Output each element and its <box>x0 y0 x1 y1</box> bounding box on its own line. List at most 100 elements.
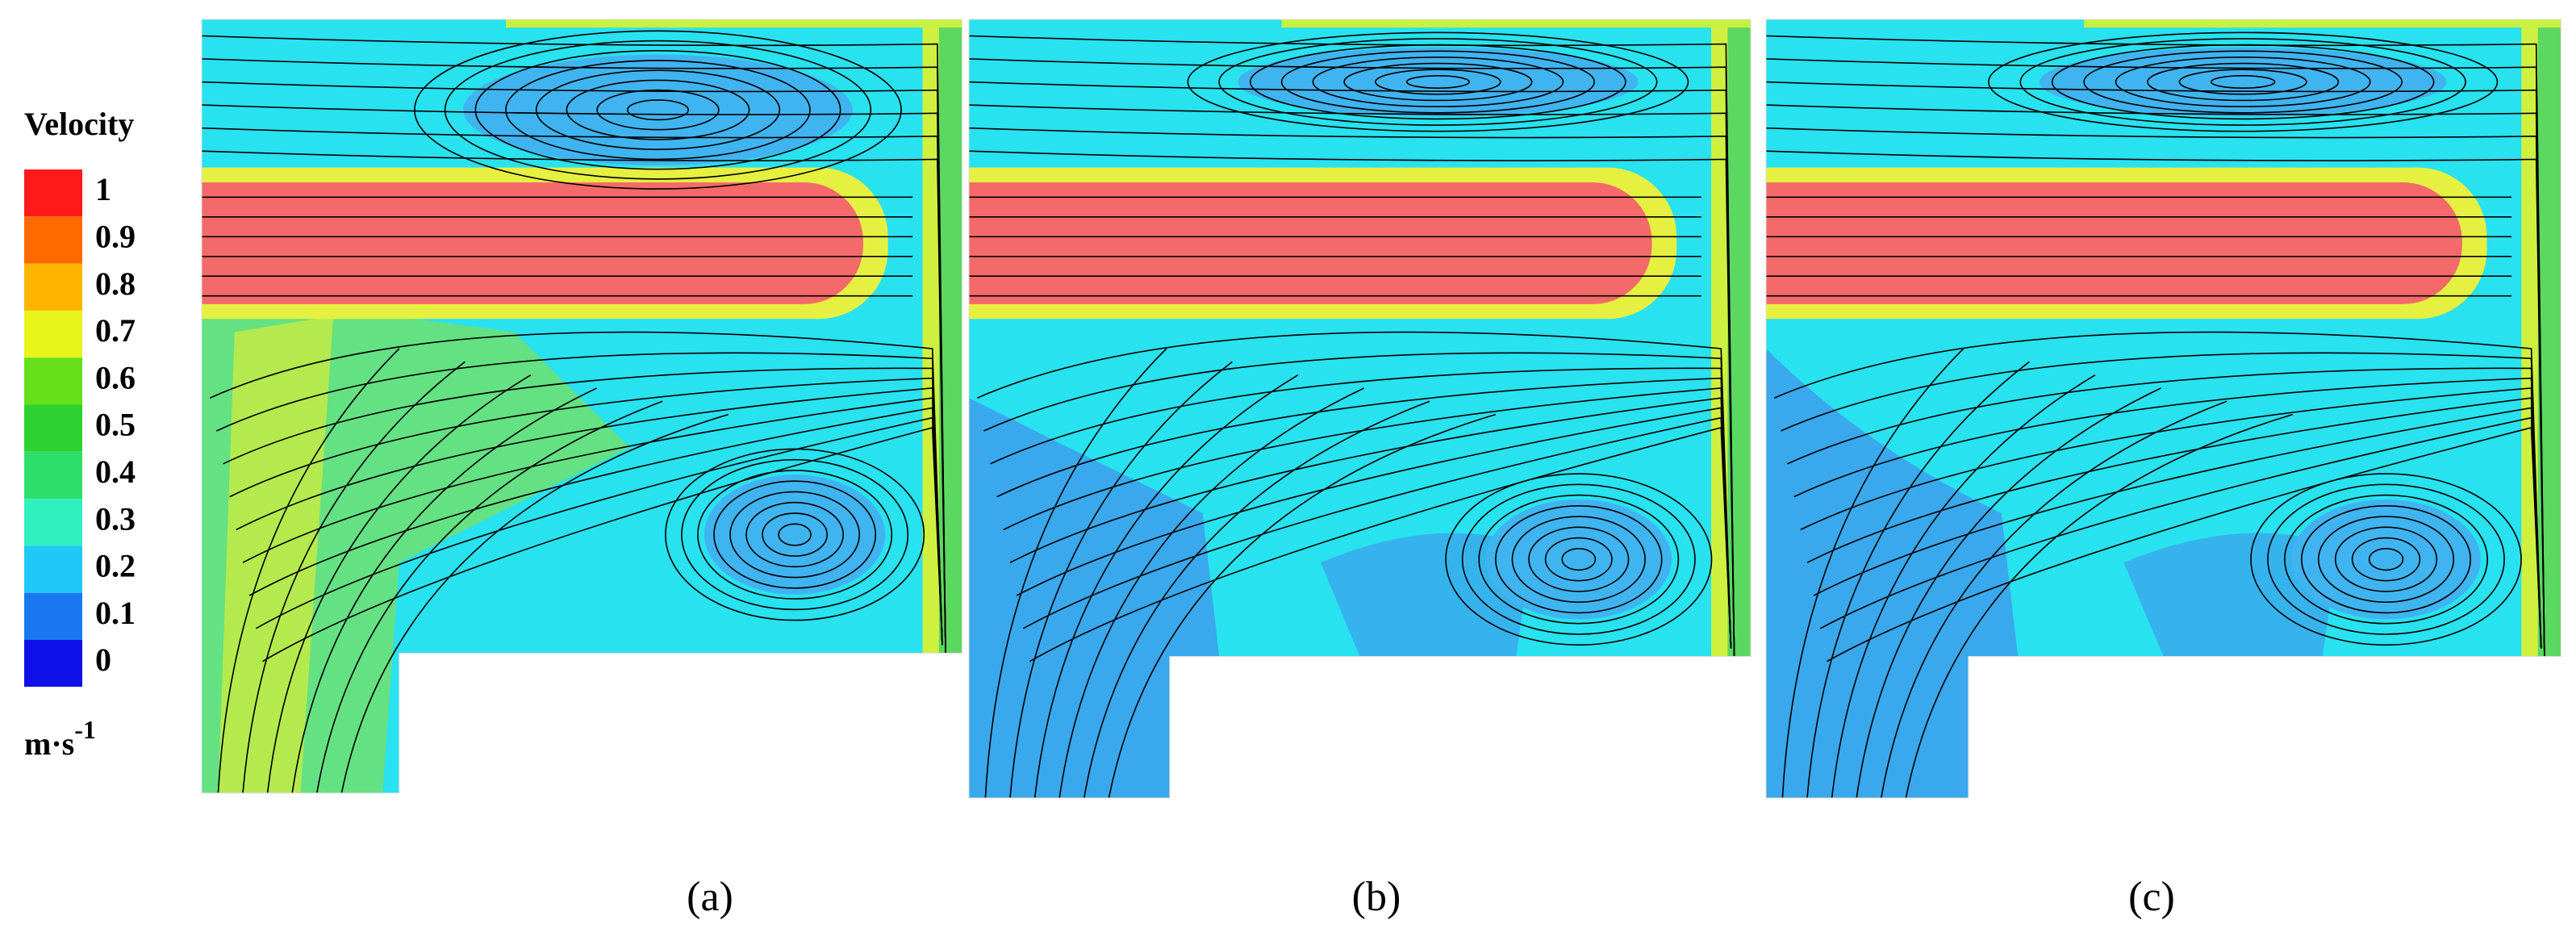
streamline <box>1819 416 2542 649</box>
panels: (a) (b) (c) <box>201 19 2561 920</box>
streamline <box>1022 416 1732 649</box>
streamline <box>1561 548 1597 571</box>
panel-label: (a) <box>687 874 733 920</box>
legend-level: 0.1 <box>95 595 136 631</box>
panel-label: (b) <box>1352 874 1401 920</box>
vortex-core <box>1238 47 1639 117</box>
streamline <box>1003 387 1732 649</box>
contour <box>1766 19 2561 798</box>
streamline <box>1009 361 1233 798</box>
legend-level: 0.3 <box>95 500 136 537</box>
streamline <box>1766 127 2545 657</box>
streamline <box>1773 331 2542 649</box>
streamline <box>1806 361 2030 798</box>
color-bar <box>24 169 82 687</box>
flow-panel <box>968 19 1751 799</box>
streamline <box>1495 505 1663 614</box>
streamline <box>1880 400 2227 798</box>
jet <box>202 182 864 304</box>
streamline <box>729 491 861 579</box>
streamline <box>778 523 812 546</box>
streamline <box>2351 537 2421 582</box>
streamline <box>1787 367 2542 649</box>
streamline <box>969 127 1735 657</box>
streamline <box>1461 483 1696 635</box>
legend-level: 0.4 <box>95 454 136 490</box>
legend-level: 0.9 <box>95 218 136 254</box>
vortex-core <box>703 474 886 595</box>
legend-level: 1 <box>95 171 111 207</box>
streamline <box>1544 537 1613 582</box>
yellow-fan <box>218 316 334 793</box>
streamline <box>248 407 943 646</box>
streamline <box>681 458 909 611</box>
streamline <box>1343 62 1533 102</box>
streamline <box>1280 50 1596 114</box>
streamline <box>2368 548 2404 571</box>
streamline <box>202 35 946 654</box>
domain-outline <box>968 19 1751 799</box>
streamline <box>969 81 1735 657</box>
top-wall <box>505 19 962 28</box>
streamline <box>596 89 720 131</box>
streamline <box>209 331 943 646</box>
streamlines <box>969 31 1735 798</box>
streamline <box>315 400 663 793</box>
streamline <box>1856 387 2161 798</box>
wall-jet-core <box>938 19 962 654</box>
streamline <box>223 367 943 646</box>
streamline <box>202 81 946 654</box>
flow-panel <box>1765 19 2561 799</box>
streamline <box>1831 374 2096 798</box>
legend-unit: m·s-1 <box>24 715 96 762</box>
streamline <box>1478 494 1680 625</box>
streamline <box>990 367 1732 649</box>
streamline <box>1988 31 2499 132</box>
legend-level: 0.7 <box>95 312 136 349</box>
streamline <box>1029 426 1732 663</box>
streamline <box>1312 56 1564 107</box>
streamline <box>969 150 1735 657</box>
streamline <box>983 352 1732 649</box>
color-band <box>24 451 82 500</box>
streamline <box>976 331 1732 649</box>
flow-panel <box>201 19 962 794</box>
streamline <box>2178 69 2307 95</box>
streamline <box>266 374 532 793</box>
unit-base: m·s <box>24 725 74 762</box>
panel-label: (c) <box>2128 874 2175 920</box>
color-band <box>24 404 82 452</box>
streamline <box>340 413 729 793</box>
domain-outline <box>1765 19 2561 799</box>
streamline <box>202 58 946 654</box>
streamline <box>2267 483 2505 635</box>
streamline <box>2210 75 2276 89</box>
streamline <box>566 79 750 140</box>
streamline <box>1405 75 1470 89</box>
low-velocity <box>969 398 1236 798</box>
streamline <box>1766 150 2545 657</box>
legend-level: 0.6 <box>95 359 136 395</box>
streamline <box>969 35 1735 657</box>
streamline <box>2334 526 2438 592</box>
streamline <box>262 426 943 663</box>
streamline <box>1445 473 1713 646</box>
color-band <box>24 169 82 217</box>
jet <box>1766 182 2462 304</box>
color-band <box>24 640 82 687</box>
streamline <box>255 416 943 646</box>
color-band <box>24 263 82 311</box>
streamline <box>1058 387 1364 798</box>
vortex-core <box>2039 47 2447 117</box>
streamline <box>1511 516 1647 603</box>
legend-level: 0 <box>95 642 111 678</box>
streamline <box>626 99 690 121</box>
streamline <box>202 127 946 654</box>
streamline <box>1033 374 1299 798</box>
streamline <box>969 58 1735 657</box>
color-band <box>24 546 82 593</box>
legend-title: Velocity <box>24 106 134 142</box>
streamline <box>414 30 902 190</box>
color-band <box>24 357 82 405</box>
